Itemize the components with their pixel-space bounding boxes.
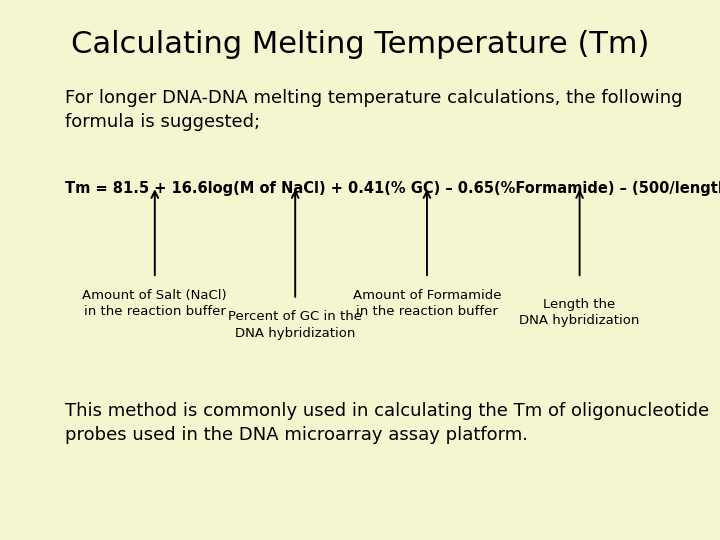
Text: Amount of Formamide
in the reaction buffer: Amount of Formamide in the reaction buff… [353, 289, 501, 318]
Text: Percent of GC in the
DNA hybridization: Percent of GC in the DNA hybridization [228, 310, 362, 340]
Text: This method is commonly used in calculating the Tm of oligonucleotide
probes use: This method is commonly used in calculat… [65, 402, 709, 444]
Text: Amount of Salt (NaCl)
in the reaction buffer: Amount of Salt (NaCl) in the reaction bu… [83, 289, 227, 318]
Text: Calculating Melting Temperature (Tm): Calculating Melting Temperature (Tm) [71, 30, 649, 59]
Text: For longer DNA-DNA melting temperature calculations, the following
formula is su: For longer DNA-DNA melting temperature c… [65, 89, 683, 131]
Text: Length the
DNA hybridization: Length the DNA hybridization [519, 298, 640, 327]
Text: Tm = 81.5 + 16.6log(M of NaCl) + 0.41(% GC) – 0.65(%Formamide) – (500/length): Tm = 81.5 + 16.6log(M of NaCl) + 0.41(% … [65, 181, 720, 196]
